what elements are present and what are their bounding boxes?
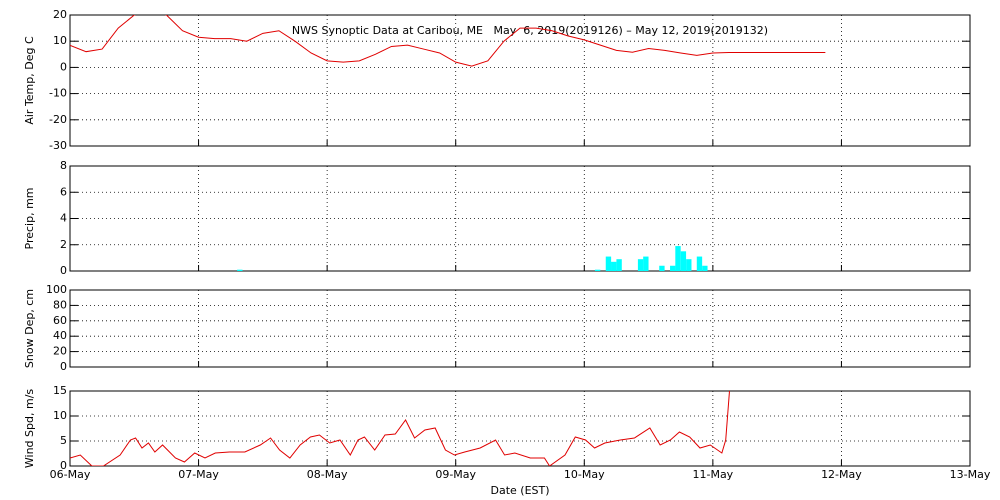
- data-line: [70, 391, 730, 466]
- plot-area: [70, 15, 826, 67]
- y-tick-label: 80: [53, 298, 67, 311]
- y-tick-label: 0: [60, 264, 67, 277]
- x-axis-label: Date (EST): [490, 484, 549, 497]
- bar: [637, 259, 644, 271]
- x-tick-label: 11-May: [692, 468, 733, 481]
- plot-frame: [69, 165, 971, 272]
- x-tick-label: 12-May: [821, 468, 862, 481]
- bar: [680, 251, 687, 271]
- bar: [702, 265, 708, 271]
- chart-title: NWS Synoptic Data at Caribou, ME May 6, …: [292, 24, 768, 37]
- bar: [675, 246, 681, 271]
- y-tick-label: 20: [53, 8, 67, 21]
- x-tick-label: 07-May: [178, 468, 219, 481]
- plot-area: [237, 246, 708, 271]
- y-tick-label: 40: [53, 329, 67, 342]
- y-tick-label: 5: [60, 434, 67, 447]
- y-tick-label: -20: [49, 113, 67, 126]
- y-axis-label: Wind Spd, m/s: [23, 389, 36, 469]
- y-tick-label: 0: [60, 360, 67, 373]
- bar: [594, 269, 601, 271]
- x-tick-label: 13-May: [950, 468, 991, 481]
- y-tick-label: 60: [53, 314, 67, 327]
- x-tick-label: 09-May: [435, 468, 476, 481]
- bar: [611, 261, 617, 271]
- bar: [605, 256, 612, 271]
- y-tick-label: 0: [60, 459, 67, 472]
- y-tick-label: 10: [53, 34, 67, 47]
- y-tick-label: 100: [46, 283, 67, 296]
- y-axis-label: Air Temp, Deg C: [23, 36, 36, 125]
- x-tick-label: 06-May: [50, 468, 91, 481]
- bar: [696, 256, 703, 271]
- data-line: [70, 15, 826, 67]
- bar: [686, 259, 692, 271]
- plot-frame: [69, 289, 971, 368]
- y-tick-label: 4: [60, 212, 67, 225]
- y-tick-label: 8: [60, 159, 67, 172]
- plot-frame: [69, 390, 971, 467]
- x-tick-label: 10-May: [564, 468, 605, 481]
- bar: [237, 269, 243, 271]
- bar: [616, 259, 622, 271]
- bar: [670, 265, 676, 271]
- y-axis-label: Snow Dep, cm: [23, 289, 36, 368]
- y-tick-label: 0: [60, 60, 67, 73]
- plot-area: [70, 391, 730, 466]
- y-tick-label: 2: [60, 238, 67, 251]
- y-tick-label: -30: [49, 139, 67, 152]
- bar: [643, 256, 649, 271]
- x-tick-label: 08-May: [307, 468, 348, 481]
- bar: [659, 265, 665, 271]
- y-axis-label: Precip, mm: [23, 188, 36, 250]
- y-tick-label: -10: [49, 87, 67, 100]
- y-tick-label: 15: [53, 384, 67, 397]
- y-tick-label: 6: [60, 185, 67, 198]
- plot-frame: [69, 14, 971, 147]
- y-tick-label: 20: [53, 345, 67, 358]
- y-tick-label: 10: [53, 409, 67, 422]
